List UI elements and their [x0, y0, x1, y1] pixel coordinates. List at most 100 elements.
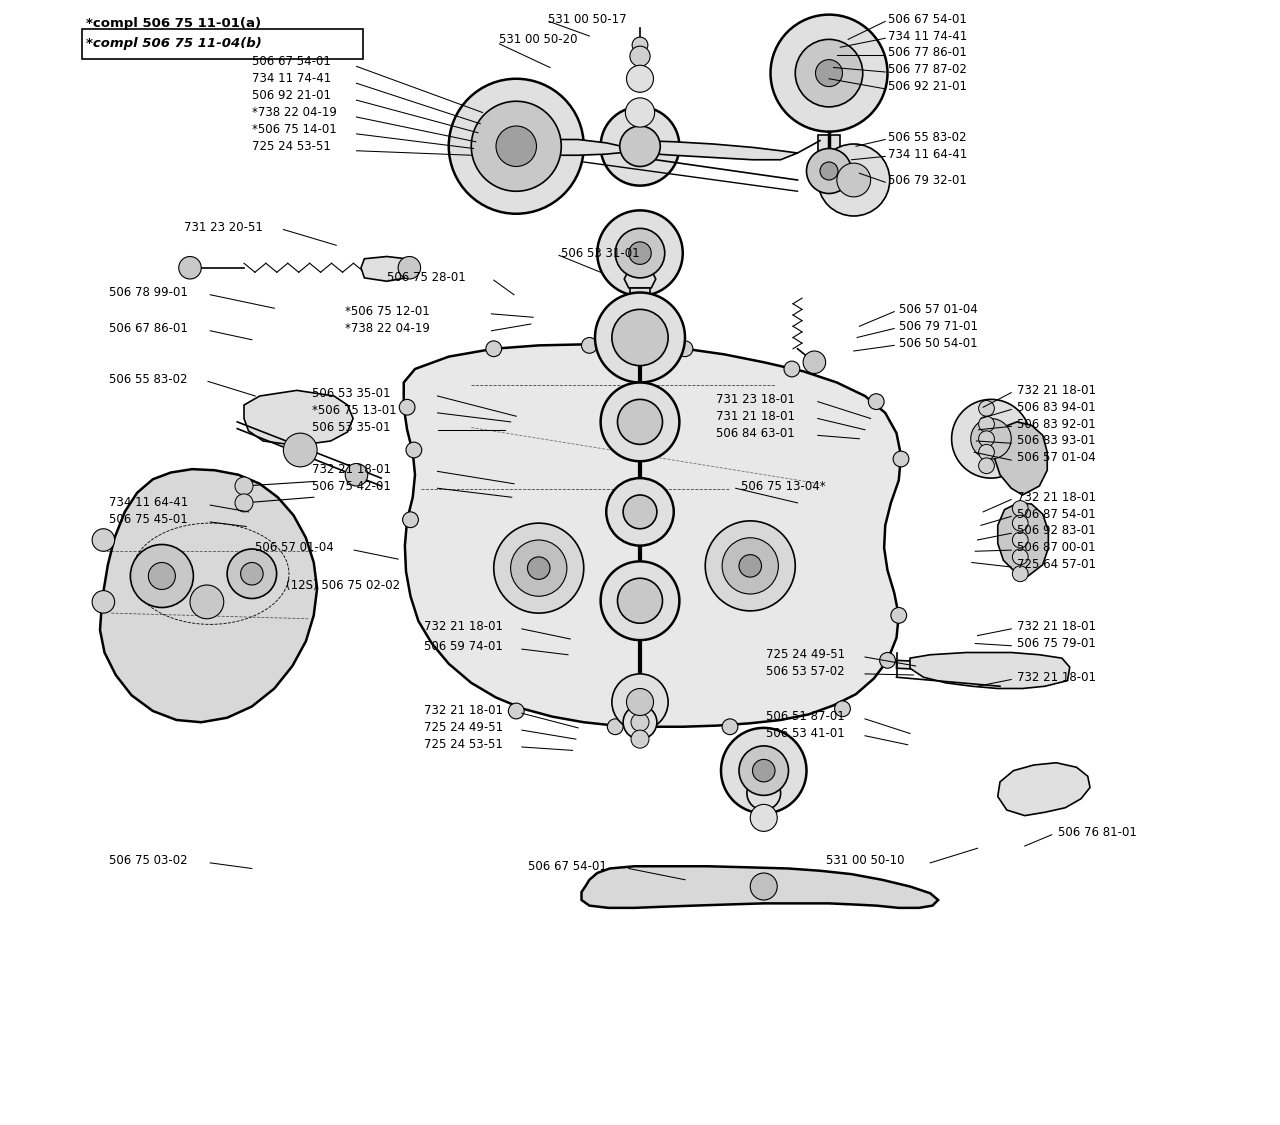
Circle shape: [783, 361, 800, 377]
Circle shape: [631, 730, 649, 748]
Text: 731 23 20-51: 731 23 20-51: [184, 220, 264, 234]
Circle shape: [806, 148, 851, 193]
Circle shape: [722, 538, 778, 594]
Circle shape: [617, 399, 663, 444]
Text: *506 75 13-01: *506 75 13-01: [311, 404, 396, 417]
Text: PartsTtree: PartsTtree: [516, 519, 764, 561]
Circle shape: [241, 562, 264, 585]
FancyBboxPatch shape: [82, 29, 364, 58]
Text: 506 83 93-01: 506 83 93-01: [1016, 434, 1096, 448]
Circle shape: [979, 431, 995, 447]
Circle shape: [979, 400, 995, 416]
Text: 732 21 18-01: 732 21 18-01: [1016, 620, 1096, 633]
PathPatch shape: [995, 422, 1047, 495]
Text: 506 87 00-01: 506 87 00-01: [1016, 541, 1096, 555]
Text: *738 22 04-19: *738 22 04-19: [252, 106, 337, 119]
PathPatch shape: [818, 135, 840, 160]
Circle shape: [979, 416, 995, 432]
PathPatch shape: [581, 866, 938, 908]
Text: 506 92 83-01: 506 92 83-01: [1016, 524, 1096, 538]
Text: 734 11 74-41: 734 11 74-41: [252, 72, 332, 86]
Text: 506 75 45-01: 506 75 45-01: [109, 513, 188, 526]
Text: 506 87 54-01: 506 87 54-01: [1016, 507, 1096, 521]
Text: 725 24 49-51: 725 24 49-51: [424, 721, 503, 735]
Circle shape: [626, 688, 654, 716]
Text: 506 79 32-01: 506 79 32-01: [887, 173, 966, 187]
Circle shape: [399, 399, 415, 415]
Circle shape: [179, 256, 201, 279]
Circle shape: [677, 341, 692, 357]
Text: 506 55 83-02: 506 55 83-02: [887, 130, 966, 144]
Text: 506 67 54-01: 506 67 54-01: [527, 860, 607, 873]
Circle shape: [283, 433, 317, 467]
Circle shape: [750, 873, 777, 900]
Text: 506 67 86-01: 506 67 86-01: [109, 322, 188, 335]
Text: 506 67 54-01: 506 67 54-01: [252, 55, 330, 69]
Text: 734 11 74-41: 734 11 74-41: [887, 29, 966, 43]
Circle shape: [815, 60, 842, 87]
Text: 506 55 83-02: 506 55 83-02: [109, 372, 187, 386]
Text: 531 00 50-20: 531 00 50-20: [499, 33, 577, 46]
Circle shape: [595, 292, 685, 382]
Text: 732 21 18-01: 732 21 18-01: [424, 704, 503, 718]
Circle shape: [471, 101, 561, 191]
Circle shape: [600, 107, 680, 186]
Circle shape: [1012, 566, 1028, 582]
PathPatch shape: [640, 141, 797, 160]
Circle shape: [818, 144, 890, 216]
Text: 506 53 35-01: 506 53 35-01: [311, 421, 390, 434]
Text: 506 77 86-01: 506 77 86-01: [887, 46, 966, 60]
Circle shape: [92, 591, 115, 613]
Text: 506 76 81-01: 506 76 81-01: [1059, 826, 1138, 839]
Circle shape: [739, 746, 788, 795]
Text: 732 21 18-01: 732 21 18-01: [1016, 670, 1096, 684]
Text: 506 50 54-01: 506 50 54-01: [899, 336, 978, 350]
Circle shape: [623, 705, 657, 739]
Circle shape: [620, 126, 660, 166]
Text: 506 51 87-01: 506 51 87-01: [765, 710, 845, 723]
Circle shape: [406, 442, 421, 458]
Circle shape: [508, 703, 524, 719]
PathPatch shape: [403, 344, 901, 727]
PathPatch shape: [361, 256, 410, 281]
Circle shape: [494, 523, 584, 613]
Text: 506 75 79-01: 506 75 79-01: [1016, 637, 1096, 650]
Text: 506 75 42-01: 506 75 42-01: [311, 479, 390, 493]
Circle shape: [771, 15, 887, 132]
Text: 506 78 99-01: 506 78 99-01: [109, 286, 188, 299]
Text: *738 22 04-19: *738 22 04-19: [346, 322, 430, 335]
Text: 506 92 21-01: 506 92 21-01: [887, 80, 966, 93]
Text: 734 11 64-41: 734 11 64-41: [887, 147, 966, 161]
Circle shape: [979, 444, 995, 460]
Circle shape: [189, 585, 224, 619]
Circle shape: [739, 555, 762, 577]
PathPatch shape: [997, 503, 1048, 576]
Circle shape: [970, 418, 1011, 459]
Circle shape: [837, 163, 870, 197]
Circle shape: [631, 713, 649, 731]
Circle shape: [626, 98, 654, 127]
Circle shape: [497, 126, 536, 166]
Text: 506 53 35-01: 506 53 35-01: [311, 387, 390, 400]
Text: 506 75 13-04*: 506 75 13-04*: [741, 479, 826, 493]
Circle shape: [1012, 515, 1028, 531]
Circle shape: [626, 65, 654, 92]
Text: 732 21 18-01: 732 21 18-01: [1016, 384, 1096, 397]
PathPatch shape: [516, 140, 640, 155]
Text: 725 24 53-51: 725 24 53-51: [424, 738, 503, 752]
PathPatch shape: [630, 288, 650, 304]
Text: 506 75 03-02: 506 75 03-02: [109, 854, 188, 867]
Text: 731 23 18-01: 731 23 18-01: [717, 393, 795, 406]
Circle shape: [1012, 501, 1028, 516]
Circle shape: [598, 210, 682, 296]
Circle shape: [721, 728, 806, 813]
Circle shape: [705, 521, 795, 611]
Text: 506 67 54-01: 506 67 54-01: [887, 12, 966, 26]
Circle shape: [131, 544, 193, 608]
Text: 531 00 50-10: 531 00 50-10: [826, 854, 904, 867]
Circle shape: [750, 804, 777, 831]
Text: 506 59 74-01: 506 59 74-01: [424, 640, 503, 654]
Circle shape: [92, 529, 115, 551]
Circle shape: [893, 451, 909, 467]
Text: 731 21 18-01: 731 21 18-01: [717, 410, 795, 423]
